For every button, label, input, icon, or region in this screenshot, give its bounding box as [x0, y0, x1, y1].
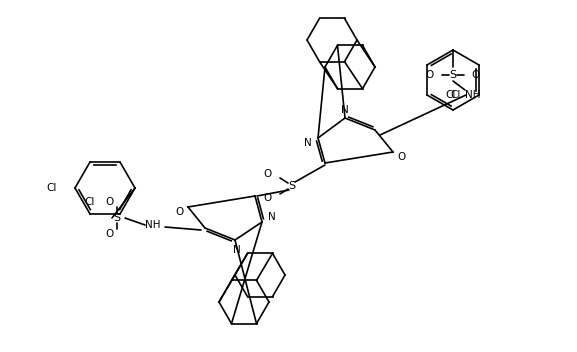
Text: O: O [426, 70, 434, 80]
Text: NH: NH [465, 90, 481, 100]
Text: S: S [114, 213, 121, 223]
Text: O: O [397, 152, 405, 162]
Text: N: N [268, 212, 276, 222]
Text: Cl: Cl [445, 90, 455, 100]
Text: Cl: Cl [47, 183, 57, 193]
Text: S: S [288, 181, 295, 191]
Text: O: O [472, 70, 480, 80]
Text: O: O [263, 193, 271, 203]
Text: NH: NH [145, 220, 161, 230]
Text: N: N [341, 105, 349, 115]
Text: N: N [233, 245, 241, 255]
Text: Cl: Cl [85, 197, 95, 207]
Text: O: O [263, 169, 271, 179]
Text: S: S [449, 70, 456, 80]
Text: O: O [106, 197, 114, 207]
Text: O: O [106, 229, 114, 239]
Text: N: N [304, 138, 312, 148]
Text: O: O [176, 207, 184, 217]
Text: Cl: Cl [451, 90, 461, 100]
